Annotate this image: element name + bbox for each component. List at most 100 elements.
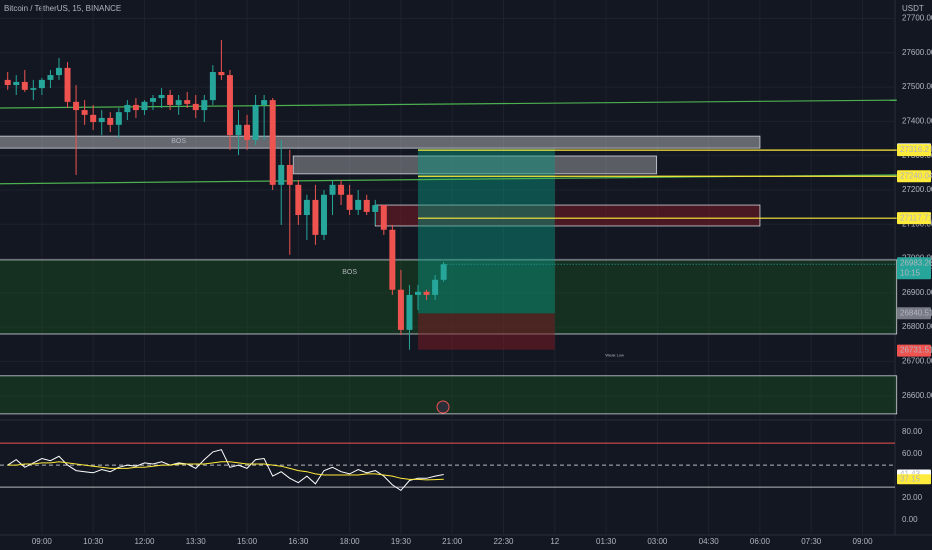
countdown: 10:15 [900,268,921,277]
candle-body [295,184,302,215]
rsi-tick-label: 60.00 [902,449,923,458]
current-price-box [897,257,931,280]
rsi-line [7,449,444,492]
y-tick-label: 27600.00 [902,48,932,57]
x-tick-label: 13:30 [186,537,207,546]
rsi-line [7,461,444,481]
candle-body [55,67,62,76]
candle-body [98,117,105,123]
candle-body [406,294,413,330]
candle-body [167,94,174,105]
x-tick-label: 12:00 [134,537,155,546]
candle-body [312,199,319,235]
rsi-tag-box [897,474,931,485]
x-tick-label: 09:00 [853,537,874,546]
candle-body [158,94,165,99]
candle-body [90,114,97,123]
candle-body [432,279,439,295]
price-tag: 27316.2 [900,145,929,154]
candle-body [423,291,430,295]
x-tick-label: 12 [550,537,559,546]
annotation: BOS [342,269,357,276]
candle-body [389,229,396,290]
x-tick-label: 15:00 [237,537,258,546]
candle-body [235,124,242,136]
price-tag-box [897,144,931,157]
y-tick-label: 26800.00 [902,322,932,331]
x-tick-label: 10:30 [83,537,104,546]
candle-body [141,101,148,111]
x-tick-label: 06:00 [750,537,771,546]
candle-body [286,164,293,185]
candle-body [303,199,310,215]
price-tag-box [897,212,931,225]
candle-body [13,81,20,86]
annotation: BOS [171,138,186,145]
candle-body [64,67,71,102]
x-tick-label: 09:00 [32,537,53,546]
candle-body [244,124,251,140]
current-price: 26983.26 [900,258,932,267]
candle-body [47,75,54,80]
event-icon[interactable] [436,400,450,414]
candle-body [397,289,404,330]
rsi-tick-label: 0.00 [902,515,918,524]
y-tick-label: 27200.00 [902,185,932,194]
candle-body [329,184,336,195]
x-tick-label: 21:00 [442,537,463,546]
x-tick-label: 03:00 [647,537,668,546]
candle-body [363,199,370,212]
candle-body [73,101,80,111]
candle-body [338,184,345,195]
candle-body [192,103,199,111]
candle-body [269,100,276,185]
zone [292,155,657,175]
candle-body [201,100,208,111]
x-tick-label: 19:30 [391,537,412,546]
candle-body [115,112,122,125]
x-tick-label: 01:30 [596,537,617,546]
candle-body [209,72,216,101]
candle-body [320,194,327,235]
y-tick-label: 27400.00 [902,116,932,125]
chart-title: Bitcoin / TetherUS, 15, BINANCE [4,4,121,13]
x-tick-label: 16:30 [288,537,309,546]
candle-body [150,98,157,102]
y-tick-label: 26900.00 [902,288,932,297]
price-tag-box [897,307,931,320]
candle-body [175,100,182,105]
rsi-tick-label: 80.00 [902,427,923,436]
y-tick-label: 27500.00 [902,82,932,91]
zone [418,313,555,350]
y-tick-label: 26600.00 [902,391,932,400]
candle-body [355,199,362,210]
zone [0,135,761,149]
candle-body [278,164,285,185]
candle-body [218,72,225,76]
rsi-tick-label: 20.00 [902,493,923,502]
x-tick-label: 07:30 [801,537,822,546]
price-tag: 27117.71 [900,213,932,222]
candle-body [124,104,131,113]
candle-body [4,79,11,86]
candle-body [38,79,45,89]
candle-body [380,205,387,230]
x-tick-label: 18:00 [340,537,361,546]
x-tick-label: 22:30 [493,537,514,546]
candle-body [132,104,139,111]
candle-body [81,110,88,115]
candle-body [30,88,37,90]
level-line [0,99,897,109]
candle-body [261,100,268,105]
candle-body [107,117,114,125]
currency: USDT [902,4,924,13]
candle-body [226,75,233,136]
price-tag-box [897,170,931,183]
candle-body [21,81,28,90]
y-tick-label: 27700.00 [902,14,932,23]
annotation: Weak Low [605,352,624,357]
candle-body [440,264,447,280]
price-tag: 27240.04 [900,171,932,180]
